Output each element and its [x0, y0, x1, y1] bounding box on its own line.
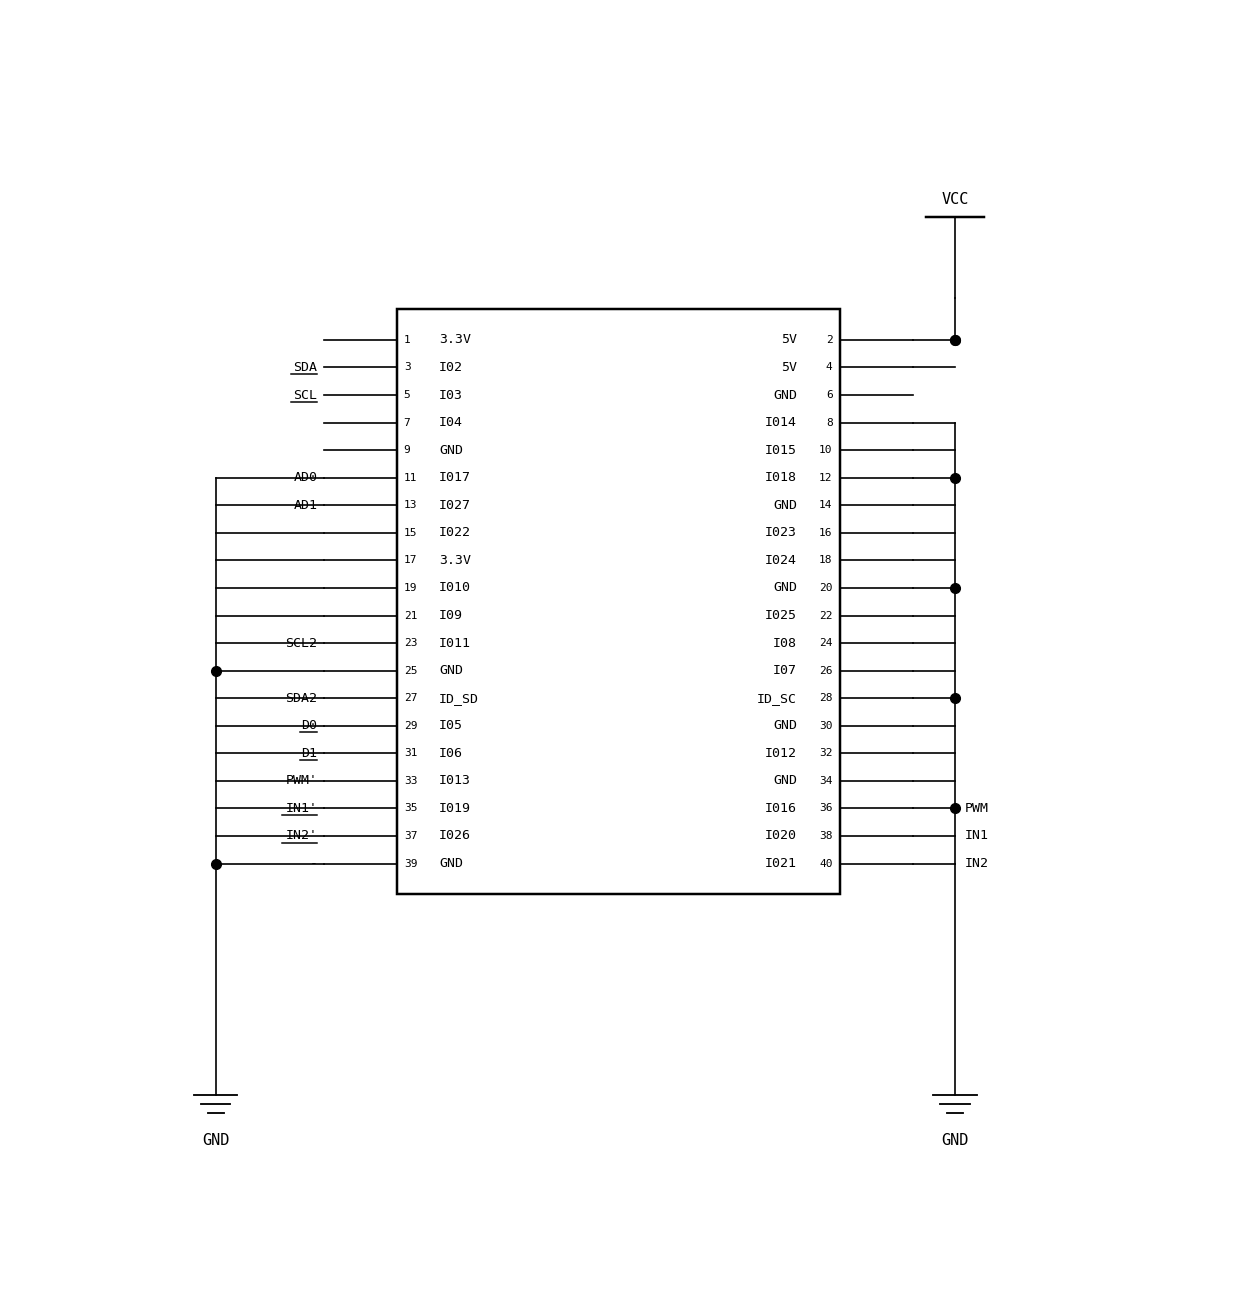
Text: I06: I06	[439, 747, 464, 760]
Text: I019: I019	[439, 802, 471, 815]
Text: D0: D0	[301, 719, 317, 732]
Text: 39: 39	[404, 858, 417, 869]
Text: 28: 28	[820, 693, 832, 703]
Text: AD0: AD0	[294, 471, 317, 484]
Text: 20: 20	[820, 583, 832, 593]
Text: I09: I09	[439, 609, 464, 622]
Text: I04: I04	[439, 416, 464, 429]
Text: 17: 17	[404, 555, 417, 565]
Text: 14: 14	[820, 500, 832, 510]
Text: -: -	[310, 857, 317, 870]
Text: 32: 32	[820, 748, 832, 758]
Text: 21: 21	[404, 610, 417, 621]
Text: 22: 22	[820, 610, 832, 621]
Text: 18: 18	[820, 555, 832, 565]
Text: I05: I05	[439, 719, 464, 732]
Text: 3: 3	[404, 362, 410, 373]
Text: GND: GND	[774, 388, 797, 401]
Text: 12: 12	[820, 472, 832, 483]
Text: 16: 16	[820, 527, 832, 538]
Text: 9: 9	[404, 445, 410, 455]
Text: 15: 15	[404, 527, 417, 538]
Text: I025: I025	[765, 609, 797, 622]
Text: 3.3V: 3.3V	[439, 554, 471, 567]
Bar	[397, 310, 839, 895]
Text: I022: I022	[439, 526, 471, 539]
Text: GND: GND	[774, 499, 797, 512]
Text: 2: 2	[826, 335, 832, 345]
Text: 25: 25	[404, 665, 417, 676]
Text: 5V: 5V	[781, 361, 797, 374]
Text: ID_SD: ID_SD	[439, 691, 479, 705]
Text: I017: I017	[439, 471, 471, 484]
Text: GND: GND	[439, 857, 464, 870]
Text: AD1: AD1	[294, 499, 317, 512]
Text: ID_SC: ID_SC	[758, 691, 797, 705]
Text: I013: I013	[439, 774, 471, 787]
Text: I011: I011	[439, 636, 471, 649]
Text: GND: GND	[774, 581, 797, 594]
Text: 40: 40	[820, 858, 832, 869]
Text: GND: GND	[439, 443, 464, 457]
Text: 24: 24	[820, 638, 832, 648]
Text: I016: I016	[765, 802, 797, 815]
Text: IN2': IN2'	[285, 829, 317, 842]
Text: 6: 6	[826, 390, 832, 400]
Text: 30: 30	[820, 720, 832, 731]
Text: I023: I023	[765, 526, 797, 539]
Text: SDA: SDA	[294, 361, 317, 374]
Text: I012: I012	[765, 747, 797, 760]
Text: IN1: IN1	[965, 829, 990, 842]
Text: 8: 8	[826, 417, 832, 428]
Text: I014: I014	[765, 416, 797, 429]
Text: SCL: SCL	[294, 388, 317, 401]
Text: PWM': PWM'	[285, 774, 317, 787]
Text: 11: 11	[404, 472, 417, 483]
Text: GND: GND	[202, 1134, 229, 1148]
Text: 19: 19	[404, 583, 417, 593]
Text: 31: 31	[404, 748, 417, 758]
Text: 38: 38	[820, 830, 832, 841]
Text: 3.3V: 3.3V	[439, 333, 471, 346]
Text: I02: I02	[439, 361, 464, 374]
Text: 36: 36	[820, 803, 832, 813]
Text: 29: 29	[404, 720, 417, 731]
Text: I018: I018	[765, 471, 797, 484]
Text: 4: 4	[826, 362, 832, 373]
Text: PWM: PWM	[965, 802, 990, 815]
Text: 27: 27	[404, 693, 417, 703]
Text: 23: 23	[404, 638, 417, 648]
Text: I08: I08	[774, 636, 797, 649]
Text: I020: I020	[765, 829, 797, 842]
Text: 5V: 5V	[781, 333, 797, 346]
Text: GND: GND	[439, 664, 464, 677]
Text: I010: I010	[439, 581, 471, 594]
Text: GND: GND	[774, 774, 797, 787]
Text: 7: 7	[404, 417, 410, 428]
Text: GND: GND	[941, 1134, 968, 1148]
Text: 37: 37	[404, 830, 417, 841]
Text: 35: 35	[404, 803, 417, 813]
Text: SDA2: SDA2	[285, 691, 317, 705]
Text: IN1': IN1'	[285, 802, 317, 815]
Text: VCC: VCC	[941, 192, 968, 207]
Text: 10: 10	[820, 445, 832, 455]
Text: 1: 1	[404, 335, 410, 345]
Text: I015: I015	[765, 443, 797, 457]
Text: 34: 34	[820, 775, 832, 786]
Text: I024: I024	[765, 554, 797, 567]
Text: SCL2: SCL2	[285, 636, 317, 649]
Text: D1: D1	[301, 747, 317, 760]
Text: I026: I026	[439, 829, 471, 842]
Text: I07: I07	[774, 664, 797, 677]
Text: 13: 13	[404, 500, 417, 510]
Text: 33: 33	[404, 775, 417, 786]
Text: GND: GND	[774, 719, 797, 732]
Text: 5: 5	[404, 390, 410, 400]
Text: I03: I03	[439, 388, 464, 401]
Text: IN2: IN2	[965, 857, 990, 870]
Text: 26: 26	[820, 665, 832, 676]
Text: I021: I021	[765, 857, 797, 870]
Text: I027: I027	[439, 499, 471, 512]
